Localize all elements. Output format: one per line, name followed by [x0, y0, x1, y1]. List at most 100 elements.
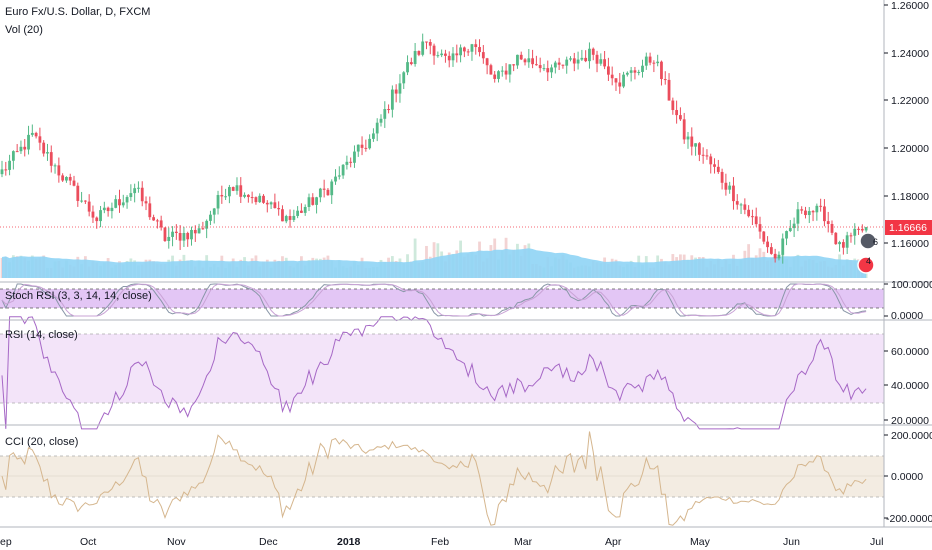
last-price-label: 1.16666: [889, 222, 927, 234]
candle-body: [345, 161, 349, 165]
candle-body: [326, 189, 330, 196]
candle-body: [603, 59, 607, 67]
candle-body: [273, 202, 277, 209]
candle-body: [697, 143, 701, 155]
candle-body: [682, 119, 686, 140]
y-tick-label: 1.26000: [891, 0, 929, 12]
candle-body: [652, 62, 656, 64]
candle-body: [561, 64, 565, 66]
candle-body: [269, 202, 273, 205]
candle-body: [648, 56, 652, 63]
candle-body: [629, 70, 633, 73]
candle-body: [72, 180, 76, 186]
candle-body: [769, 247, 773, 254]
candle-body: [686, 136, 690, 140]
stoch-title: Stoch RSI (3, 3, 14, 14, close): [5, 290, 152, 302]
candle-body: [341, 164, 345, 176]
candle-body: [576, 59, 580, 64]
candle-body: [546, 68, 550, 73]
y-tick-label: 200.0000: [891, 430, 932, 442]
x-tick-label: Dec: [259, 536, 278, 548]
x-tick-label: 2018: [337, 536, 361, 548]
last-price-box: [885, 220, 932, 235]
candle-body: [137, 187, 140, 189]
stoch-d-line: [1, 283, 867, 317]
volume-bar: [413, 238, 417, 278]
candle-body: [61, 175, 65, 181]
candle-body: [470, 44, 474, 52]
candle-body: [246, 194, 250, 198]
candle-body: [284, 216, 288, 222]
candle-body: [30, 132, 34, 135]
candle-body: [398, 83, 402, 94]
candle-body: [500, 70, 504, 72]
candle-body: [174, 231, 178, 234]
candle-body: [190, 229, 193, 240]
y-tick-label: 0.0000: [891, 310, 923, 322]
candle-body: [584, 57, 588, 62]
y-tick-label: 60.0000: [891, 346, 929, 358]
candle-body: [8, 160, 11, 170]
x-tick-label: Jun: [783, 536, 800, 548]
candle-body: [739, 204, 743, 206]
candle-body: [565, 59, 569, 66]
candle-body: [379, 118, 383, 123]
candle-body: [4, 169, 8, 171]
candle-body: [679, 115, 682, 120]
candle-body: [334, 176, 337, 182]
candle-body: [542, 68, 546, 70]
candle-body: [159, 220, 163, 228]
candle-body: [318, 188, 322, 198]
candle-body: [250, 197, 254, 199]
y-tick-label: 1.18000: [891, 191, 929, 203]
candle-body: [110, 207, 114, 212]
event-badges[interactable]: 6 4: [857, 232, 878, 274]
indicator-bands: [0, 288, 884, 498]
candle-body: [303, 206, 307, 213]
candle-body: [508, 64, 512, 75]
candle-body: [747, 209, 751, 217]
candle-body: [57, 165, 61, 176]
candle-body: [663, 79, 667, 81]
candle-body: [205, 220, 209, 229]
candle-body: [178, 233, 182, 241]
candle-body: [144, 201, 148, 204]
candle-body: [421, 41, 425, 55]
candle-body: [307, 197, 311, 207]
candle-body: [550, 67, 553, 73]
candle-body: [383, 109, 387, 119]
candle-body: [713, 164, 716, 167]
x-tick-label: May: [690, 536, 711, 548]
candle-body: [607, 66, 610, 75]
y-tick-label: 100.0000: [891, 279, 932, 291]
rsi-title: RSI (14, close): [5, 329, 78, 341]
candle-body: [572, 58, 576, 64]
candle-body: [296, 210, 300, 216]
candle-body: [834, 232, 838, 245]
candle-body: [239, 185, 243, 197]
candle-body: [409, 62, 413, 65]
candle-body: [76, 185, 80, 201]
candle-body: [167, 236, 171, 241]
price-candles: [0, 33, 868, 264]
candle-body: [694, 143, 697, 147]
x-tick-label: Feb: [431, 536, 449, 548]
candle-body: [155, 220, 159, 222]
candle-body: [557, 62, 561, 65]
candle-body: [375, 122, 379, 134]
y-tick-label: 20.0000: [891, 415, 929, 427]
event-badge-6[interactable]: [859, 232, 877, 250]
candle-body: [197, 228, 201, 234]
candle-body: [841, 242, 845, 248]
candle-body: [163, 227, 167, 241]
candle-body: [209, 214, 212, 221]
candle-body: [292, 215, 296, 220]
event-badge-4[interactable]: [857, 256, 875, 274]
candle-body: [591, 48, 595, 55]
candle-body: [322, 188, 326, 190]
y-tick-label: 1.22000: [891, 95, 929, 107]
candle-body: [845, 235, 849, 248]
candle-body: [504, 70, 508, 75]
candle-body: [417, 51, 421, 55]
